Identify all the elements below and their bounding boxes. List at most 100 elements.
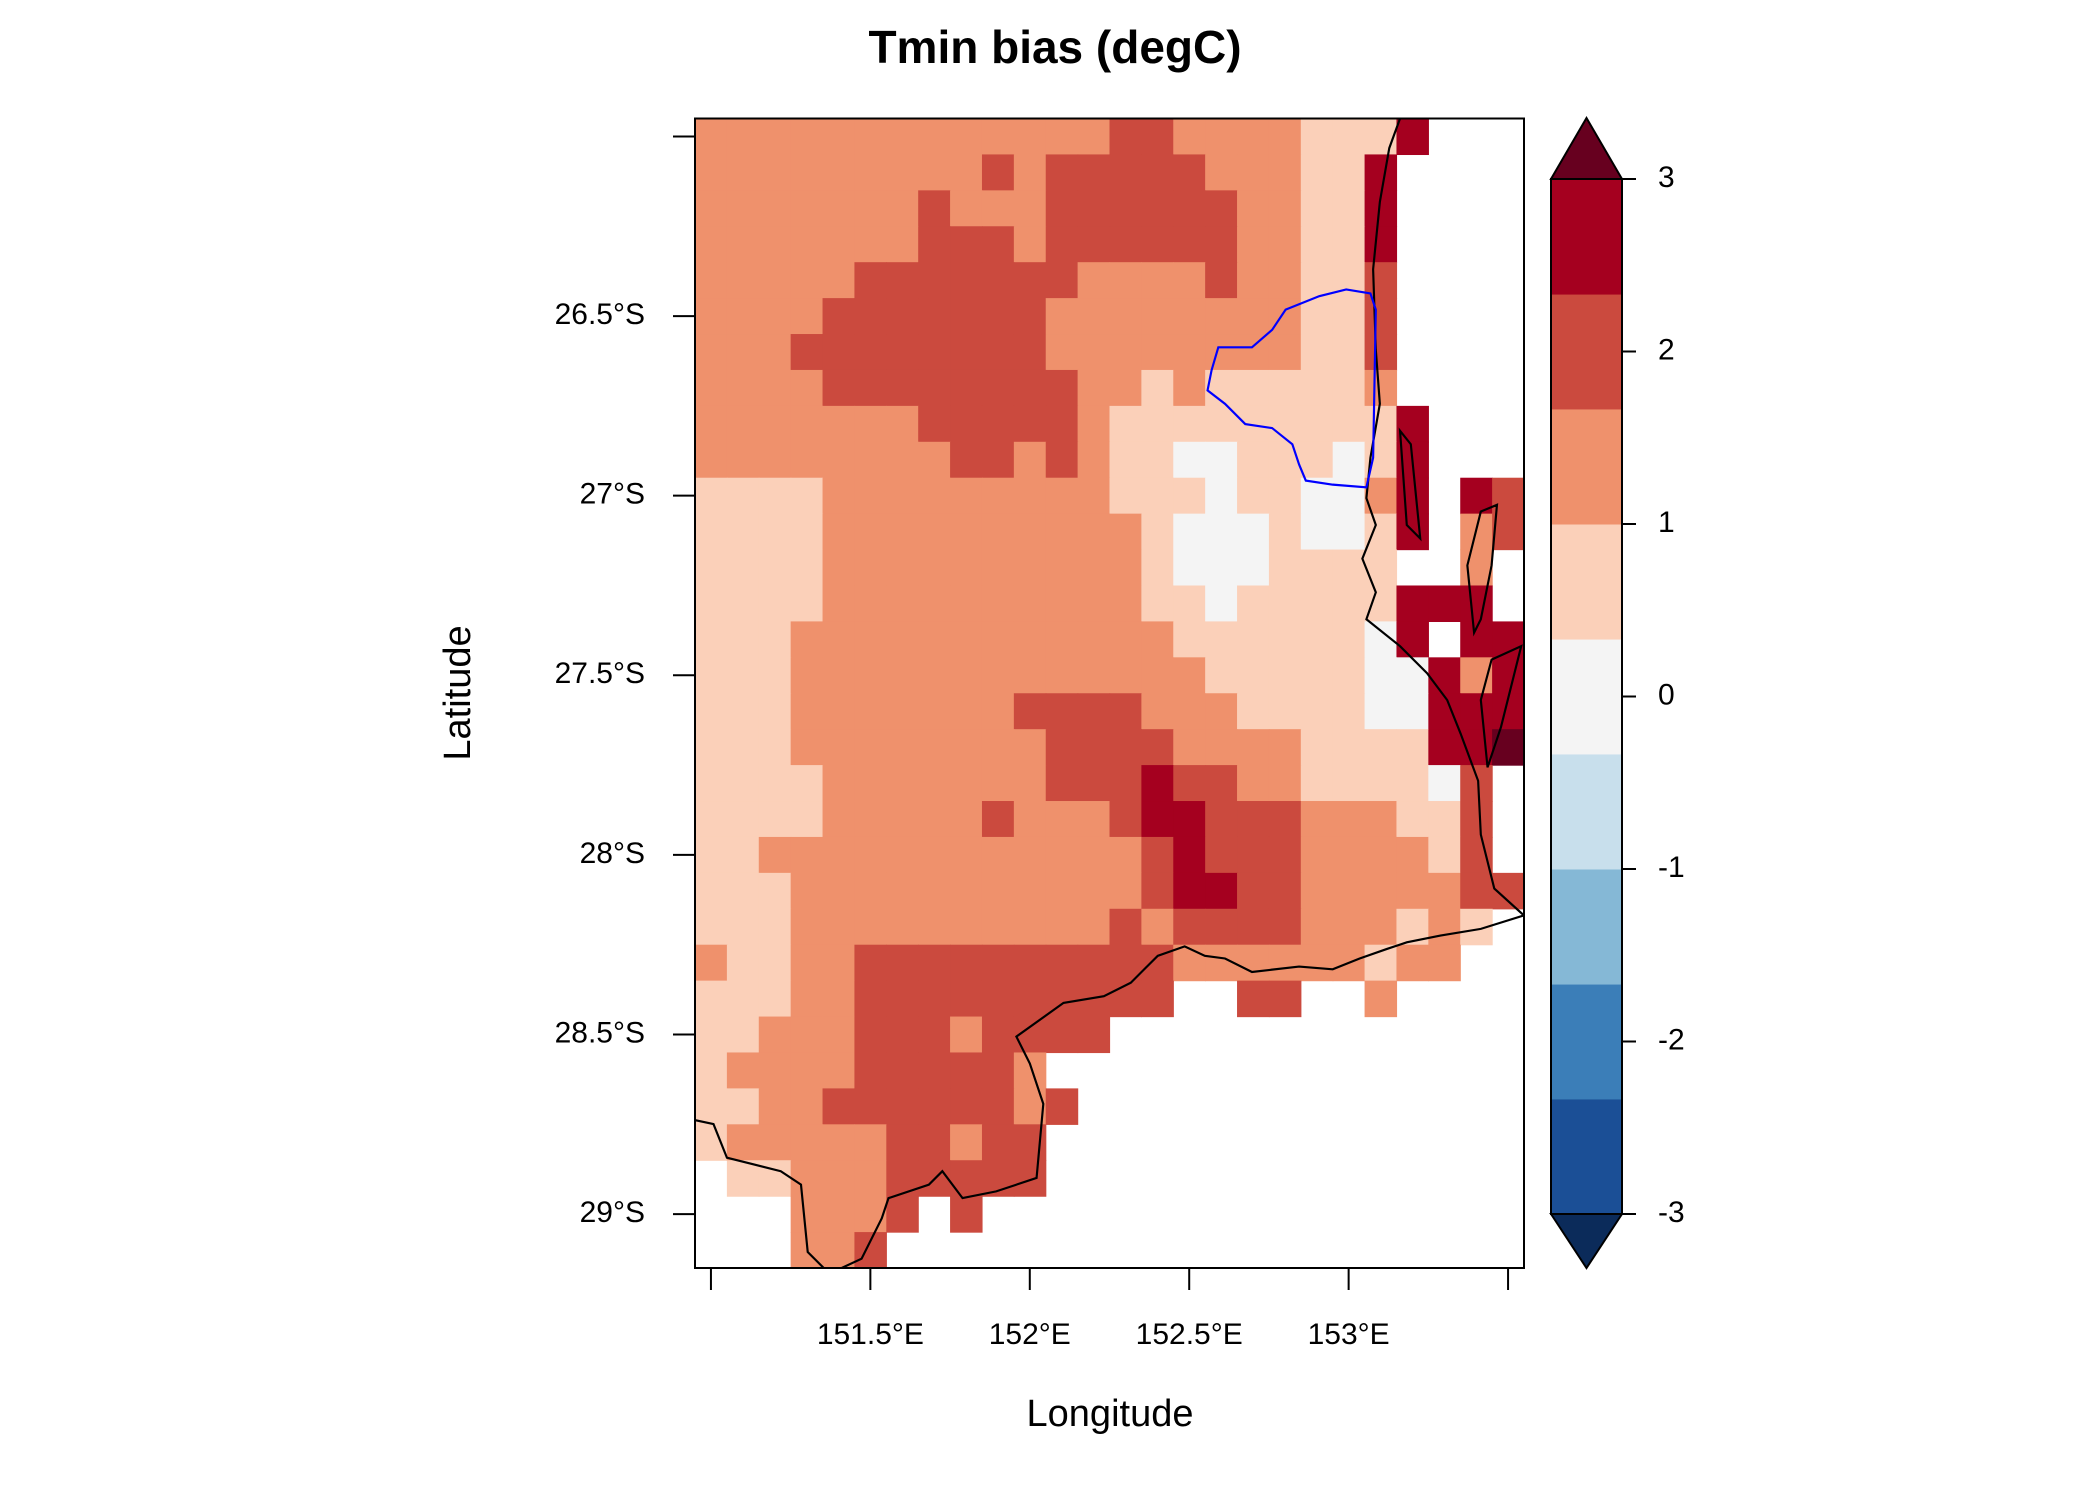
cell: [1141, 334, 1174, 371]
cell: [1109, 154, 1142, 191]
cell: [950, 585, 983, 623]
cell: [886, 154, 919, 191]
cell: [695, 369, 728, 407]
cell: [726, 1016, 760, 1054]
cell: [886, 1016, 919, 1054]
cell: [695, 621, 728, 658]
cell: [695, 334, 728, 371]
cell: [726, 513, 760, 551]
cell: [950, 477, 983, 515]
colorbar-swatch: [1551, 1098, 1622, 1215]
colorbar-swatch: [1551, 179, 1622, 295]
cell: [950, 1016, 983, 1054]
cell: [918, 190, 951, 227]
cell: [981, 369, 1015, 407]
cell: [1268, 765, 1302, 802]
cell: [1300, 154, 1334, 191]
cell: [1332, 657, 1366, 694]
cell: [1268, 477, 1302, 515]
cell: [1332, 836, 1366, 874]
cell: [1300, 298, 1334, 335]
cell: [1237, 369, 1270, 407]
cell: [950, 980, 983, 1018]
cell: [822, 729, 856, 766]
cell: [886, 908, 919, 946]
cell: [1364, 872, 1398, 910]
cell: [918, 729, 951, 766]
cell: [1013, 513, 1047, 551]
cell: [1141, 729, 1174, 766]
cell: [1300, 513, 1334, 551]
cell: [1428, 657, 1461, 694]
cell: [854, 1232, 887, 1268]
cell: [1013, 980, 1047, 1018]
cell: [1141, 477, 1174, 515]
colorbar-tick-label: -2: [1658, 1023, 1685, 1056]
cell: [1205, 729, 1238, 766]
cell: [1141, 262, 1174, 299]
colorbar-tick-label: 0: [1658, 678, 1675, 711]
cell: [1077, 405, 1111, 443]
cell: [1045, 190, 1079, 227]
cell: [1237, 908, 1270, 946]
cell: [1237, 441, 1270, 479]
y-tick-label: 28°S: [580, 837, 645, 870]
cell: [1396, 118, 1429, 156]
colorbar-tick-label: -1: [1658, 851, 1685, 884]
cell: [1332, 226, 1366, 263]
cell: [695, 1088, 728, 1125]
cell: [790, 801, 824, 838]
cell: [918, 1052, 951, 1089]
cell: [1300, 944, 1334, 982]
cell: [1045, 944, 1079, 982]
cell: [1428, 836, 1461, 874]
cell: [981, 908, 1015, 946]
cell: [886, 477, 919, 515]
cell: [1364, 908, 1398, 946]
cell: [1205, 262, 1238, 299]
cell: [1300, 765, 1334, 802]
cell: [1237, 585, 1270, 623]
plot-frame: [694, 117, 1525, 1269]
cell: [1332, 693, 1366, 730]
cell: [790, 405, 824, 443]
cell: [1428, 729, 1461, 766]
cell: [950, 441, 983, 479]
cell: [1045, 765, 1079, 802]
cell: [950, 513, 983, 551]
cell: [886, 944, 919, 982]
cell: [726, 657, 760, 694]
cell: [1141, 908, 1174, 946]
cell: [822, 369, 856, 407]
cell: [695, 477, 728, 515]
cell: [1460, 693, 1493, 730]
cell: [790, 944, 824, 982]
cell: [1205, 334, 1238, 371]
cell: [1013, 441, 1047, 479]
cell: [726, 801, 760, 838]
cell: [1364, 298, 1398, 335]
cell: [918, 836, 951, 874]
cell: [1013, 693, 1047, 730]
cell: [854, 226, 887, 263]
cell: [1268, 657, 1302, 694]
island: [1466, 503, 1499, 637]
cell: [854, 118, 887, 156]
cell: [1364, 765, 1398, 802]
cell: [854, 441, 887, 479]
cell: [886, 801, 919, 838]
cell: [1045, 262, 1079, 299]
cell: [726, 298, 760, 335]
cell: [1396, 729, 1429, 766]
cell: [854, 621, 887, 658]
cell: [1205, 441, 1238, 479]
cell: [1141, 585, 1174, 623]
cell: [1173, 118, 1206, 156]
state-border: [695, 914, 1524, 1268]
cell: [1141, 369, 1174, 407]
cell: [1013, 154, 1047, 191]
cell: [1205, 226, 1238, 263]
cell: [822, 226, 856, 263]
cell: [1045, 513, 1079, 551]
cell: [1364, 693, 1398, 730]
